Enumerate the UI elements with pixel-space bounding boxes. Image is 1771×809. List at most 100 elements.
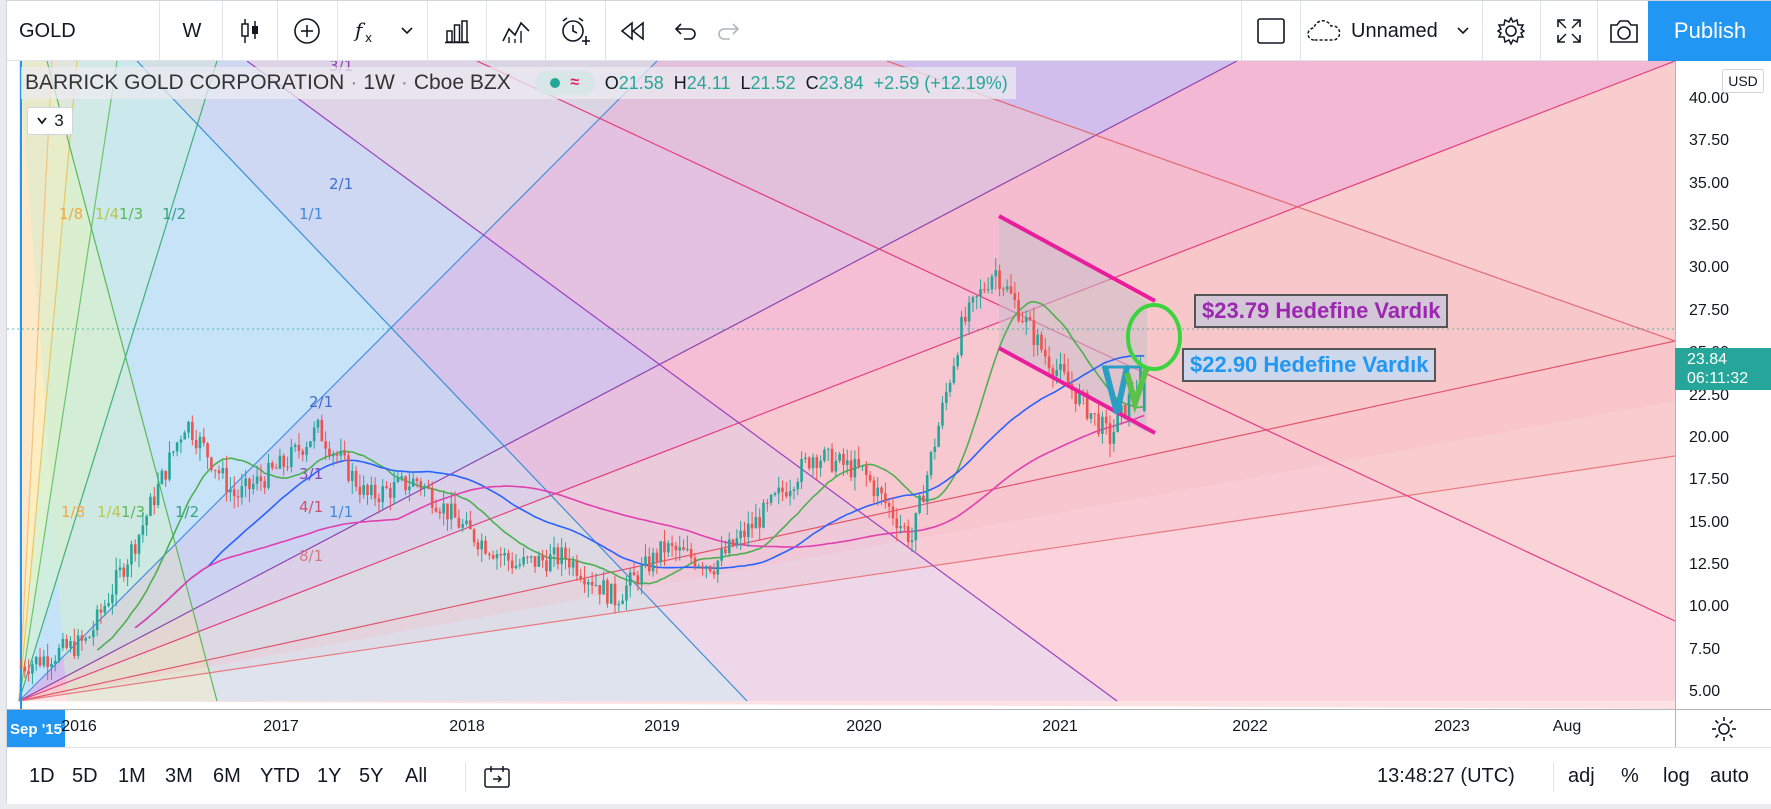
range-label: 3M (165, 765, 193, 787)
log-toggle[interactable]: log (1663, 748, 1690, 805)
candle-body (834, 460, 838, 472)
range-button-1y[interactable]: 1Y (317, 748, 341, 805)
currency-label[interactable]: USD (1722, 69, 1764, 93)
range-label: YTD (260, 765, 300, 787)
candle-body (1142, 372, 1146, 412)
bar-chart-icon (445, 20, 469, 44)
candle-body (617, 603, 621, 606)
candle-body (217, 470, 221, 474)
candle-body (781, 487, 784, 492)
candle-body (179, 439, 183, 443)
candle-body (354, 470, 358, 487)
auto-toggle[interactable]: auto (1710, 748, 1749, 805)
adj-toggle[interactable]: adj (1568, 748, 1595, 805)
range-button-5d[interactable]: 5D (72, 748, 98, 805)
candle-body (1028, 317, 1032, 321)
gear-icon (1496, 16, 1526, 46)
candle-body (350, 470, 354, 481)
legend-status[interactable]: ≈ (534, 71, 595, 95)
fullscreen-button[interactable] (1541, 1, 1597, 61)
time-tick: 2016 (61, 718, 97, 735)
bar-countdown: 06:11:32 (1687, 370, 1749, 387)
financials-button[interactable] (429, 1, 485, 61)
candle-body (114, 570, 118, 595)
candle-body (948, 382, 952, 392)
alert-button[interactable] (547, 1, 603, 61)
time-axis[interactable]: Sep '15 2016 2017 2018 2019 2020 2021 2022 2023… (7, 709, 1675, 748)
price-tick: 20.00 (1689, 428, 1730, 446)
candle-body (73, 641, 76, 657)
range-button-1d[interactable]: 1D (29, 748, 55, 805)
candle-body (529, 556, 533, 558)
svg-text:x: x (365, 31, 372, 45)
snapshot-button[interactable] (1599, 1, 1649, 61)
candle-body (1043, 349, 1047, 357)
chart-style-button[interactable] (225, 1, 275, 61)
candle-body (1123, 404, 1127, 418)
candle-body (198, 436, 202, 449)
redo-button[interactable] (707, 1, 751, 61)
range-button-3m[interactable]: 3M (165, 748, 193, 805)
candle-body (472, 529, 476, 543)
range-button-6m[interactable]: 6M (213, 748, 241, 805)
settings-button[interactable] (1483, 1, 1539, 61)
utc-clock[interactable]: 13:48:27 (UTC) (1377, 748, 1515, 805)
chart-settings-corner[interactable] (1675, 709, 1771, 747)
toolbar-separator (1482, 1, 1483, 61)
candle-body (267, 462, 270, 488)
interval-label: W (182, 19, 202, 42)
candle-body (621, 600, 624, 604)
price-tick: 40.00 (1689, 90, 1730, 107)
layout-name-button[interactable]: Unnamed (1305, 1, 1485, 61)
candle-body (853, 458, 857, 478)
candle-body (587, 581, 590, 585)
chart-pane[interactable]: 1/8 1/4 1/3 1/2 1/1 2/1 3/1 1/8 1/4 1/3 … (7, 61, 1675, 709)
target-note-2[interactable]: $22.90 Hedefine Vardık (1182, 348, 1437, 382)
range-button-5y[interactable]: 5Y (359, 748, 383, 805)
candle-body (861, 465, 864, 467)
fan-label: 2/1 (329, 175, 353, 193)
candle-body (537, 555, 541, 567)
candle-body (19, 666, 23, 668)
candle-body (362, 485, 365, 495)
candle-body (168, 452, 171, 480)
candle-body (1112, 432, 1116, 444)
range-button-1m[interactable]: 1M (118, 748, 146, 805)
candle-body (514, 565, 518, 569)
go-to-date-button[interactable] (479, 748, 515, 805)
candle-body (469, 520, 472, 530)
candle-body (122, 567, 126, 577)
range-button-ytd[interactable]: YTD (260, 748, 300, 805)
chart-canvas[interactable]: 1/8 1/4 1/3 1/2 1/1 2/1 3/1 1/8 1/4 1/3 … (7, 61, 1675, 709)
candle-body (1002, 288, 1005, 290)
price-tick: 7.50 (1689, 640, 1721, 658)
publish-button[interactable]: Publish (1648, 1, 1771, 61)
indicators-dropdown[interactable] (392, 1, 422, 61)
candle-body (1089, 413, 1093, 419)
candle-body (400, 476, 404, 479)
candle-body (149, 496, 152, 516)
symbol-search-button[interactable]: GOLD (19, 1, 159, 61)
candle-body (971, 297, 975, 303)
candle-body (282, 455, 286, 467)
candle-body (625, 585, 628, 601)
candle-body (560, 547, 563, 565)
candle-body (446, 503, 449, 520)
percent-toggle[interactable]: % (1621, 748, 1639, 805)
undo-button[interactable] (663, 1, 707, 61)
fan-label: 4/1 (299, 498, 323, 516)
interval-button[interactable]: W (162, 1, 222, 61)
candle-body (731, 539, 735, 546)
layout-button[interactable] (1243, 1, 1299, 61)
candle-body (1059, 364, 1062, 370)
indicators-collapse-button[interactable]: 3 (27, 107, 73, 135)
target-note-1[interactable]: $23.79 Hedefine Vardık (1194, 294, 1449, 328)
candle-body (1047, 356, 1051, 369)
templates-button[interactable] (488, 1, 544, 61)
range-button-all[interactable]: All (405, 748, 427, 805)
replay-button[interactable] (607, 1, 657, 61)
compare-button[interactable] (279, 1, 335, 61)
candle-body (316, 419, 320, 428)
target-note-1-text: $23.79 Hedefine Vardık (1202, 298, 1441, 323)
